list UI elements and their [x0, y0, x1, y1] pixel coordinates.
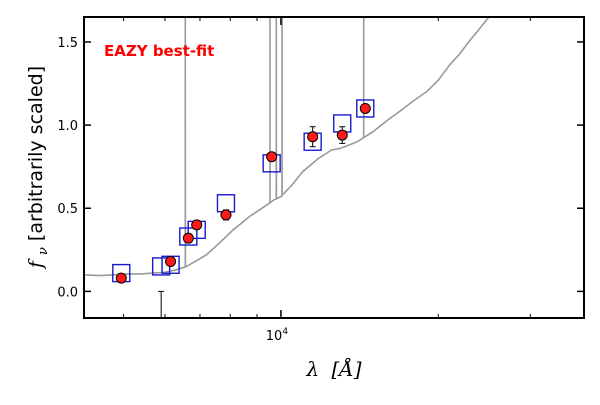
observed-flux-point [359, 102, 371, 114]
plot-area [84, 17, 490, 318]
model-flux-box [356, 99, 375, 118]
y-axis-label: f ν [arbitrarily scaled] [25, 66, 52, 270]
plot-frame [83, 16, 585, 319]
y-axis-label-text: [arbitrarily scaled] [25, 66, 47, 241]
x-axis-label: λ [Å] [305, 356, 361, 381]
x-axis-label-symbol: λ [305, 357, 319, 381]
observed-flux-point [115, 272, 127, 284]
model-spectrum-line [84, 17, 490, 277]
observed-flux-point [266, 151, 278, 163]
x-axis-label-unit: [Å] [331, 356, 361, 381]
model-flux-box [216, 194, 236, 213]
observed-flux-point [220, 209, 232, 221]
x-tick-label-exponent: 4 [282, 327, 288, 337]
y-tick-label: 1.5 [57, 36, 78, 51]
x-tick-label-base: 10 [266, 329, 283, 344]
observed-flux-point [307, 131, 319, 143]
observed-flux-point [336, 129, 348, 141]
axes: 0.0 0.5 1.0 1.5 104 [57, 16, 585, 344]
y-axis-label-subscript: ν [36, 247, 51, 255]
y-axis-label-symbol: f [25, 258, 47, 270]
observed-flux-point [191, 219, 203, 231]
observed-flux-point [182, 232, 194, 244]
observed-flux-point [165, 255, 177, 267]
y-tick-label: 1.0 [57, 119, 78, 134]
chart-annotation: EAZY best-fit [104, 42, 214, 60]
plot-clipped [84, 17, 490, 318]
x-tick-label: 104 [266, 327, 289, 344]
y-tick-label: 0.0 [57, 285, 78, 300]
y-tick-label: 0.5 [57, 202, 78, 217]
